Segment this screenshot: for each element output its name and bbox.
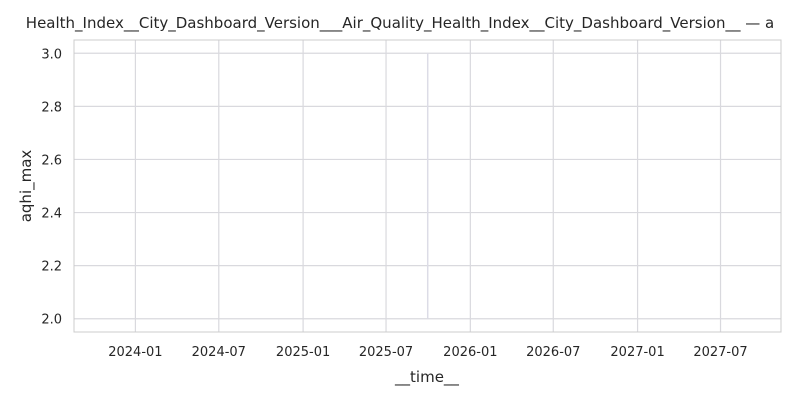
x-tick-label: 2026-01 (443, 345, 497, 360)
x-tick-labels: 2024-01 2024-07 2025-01 2025-07 2026-01 2026-… (108, 345, 747, 360)
plot-frame (73, 39, 782, 333)
y-axis-label: aqhi_max (17, 150, 36, 223)
x-tick-label: 2025-07 (359, 345, 413, 360)
x-tick-label: 2027-01 (610, 345, 664, 360)
x-axis-label: __time__ (394, 368, 459, 387)
y-tick-label: 3.0 (41, 47, 62, 62)
grid (74, 40, 781, 332)
y-tick-labels: 2.0 2.2 2.4 2.6 2.8 3.0 (41, 47, 62, 327)
y-tick-label: 2.8 (41, 100, 62, 115)
x-tick-label: 2027-07 (693, 345, 747, 360)
chart-title: Health_Index__City_Dashboard_Version___A… (25, 14, 775, 32)
y-tick-label: 2.6 (41, 153, 62, 168)
x-tick-label: 2024-07 (192, 345, 246, 360)
y-tick-label: 2.4 (41, 207, 62, 222)
y-tick-label: 2.2 (41, 260, 62, 275)
x-tick-label: 2025-01 (276, 345, 330, 360)
y-tick-label: 2.0 (41, 313, 62, 328)
x-tick-label: 2026-07 (526, 345, 580, 360)
x-tick-label: 2024-01 (108, 345, 162, 360)
